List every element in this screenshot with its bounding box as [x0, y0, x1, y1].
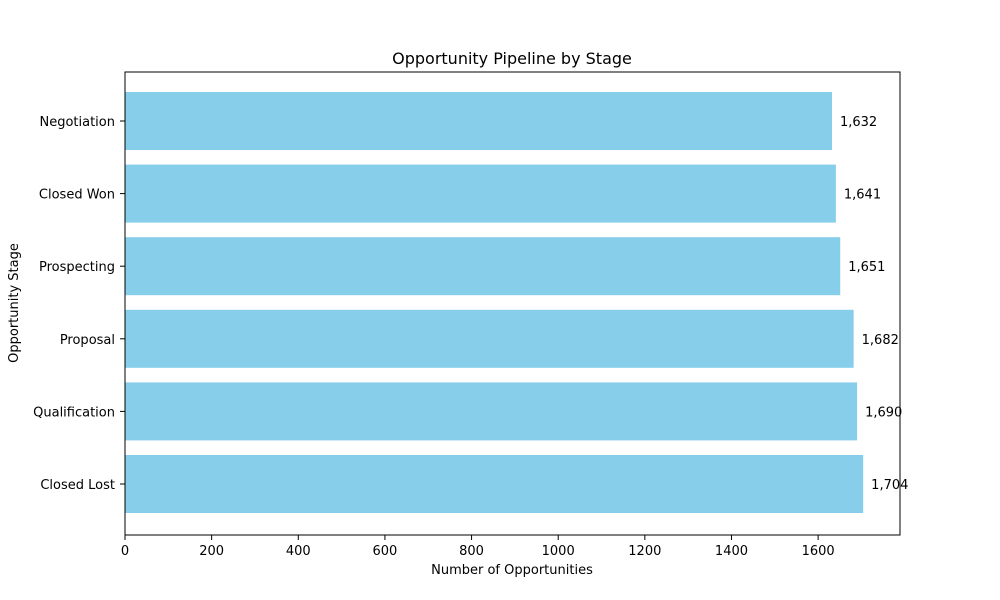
y-axis-title: Opportunity Stage: [7, 243, 22, 363]
y-tick-label: Closed Lost: [40, 478, 115, 493]
bar-closed-lost: [125, 455, 864, 513]
bar-proposal: [125, 309, 854, 368]
y-tick-label: Closed Won: [39, 188, 115, 203]
y-tick-label: Prospecting: [39, 260, 115, 275]
x-tick-label: 600: [373, 544, 398, 559]
y-tick-label: Qualification: [33, 405, 115, 420]
x-tick-label: 800: [459, 544, 484, 559]
x-tick-label: 0: [121, 544, 129, 559]
data-label: 1,682: [862, 333, 899, 348]
bars-layer: 1,704 1,690 1,682 1,651 1,641 1,632: [125, 92, 908, 513]
ticks-layer: Closed Lost Qualification Proposal Prospect…: [33, 115, 835, 559]
data-label: 1,632: [840, 115, 877, 130]
data-label: 1,641: [844, 188, 881, 203]
data-label: 1,690: [865, 405, 902, 420]
data-label: 1,704: [871, 478, 908, 493]
x-tick-label: 1400: [715, 544, 748, 559]
bar-qualification: [125, 382, 858, 441]
y-tick-label: Negotiation: [39, 115, 115, 130]
x-tick-label: 1200: [628, 544, 661, 559]
y-tick-label: Proposal: [60, 333, 115, 348]
bar-negotiation: [125, 92, 832, 150]
plot-frame: [124, 71, 901, 536]
bar-prospecting: [125, 237, 841, 296]
bar-closed-won: [125, 164, 836, 223]
x-tick-label: 200: [199, 544, 224, 559]
x-tick-label: 1600: [802, 544, 835, 559]
chart-title: Opportunity Pipeline by Stage: [392, 49, 632, 68]
x-axis-title: Number of Opportunities: [431, 563, 593, 578]
data-label: 1,651: [848, 260, 885, 275]
x-tick-label: 400: [286, 544, 311, 559]
x-tick-label: 1000: [542, 544, 575, 559]
